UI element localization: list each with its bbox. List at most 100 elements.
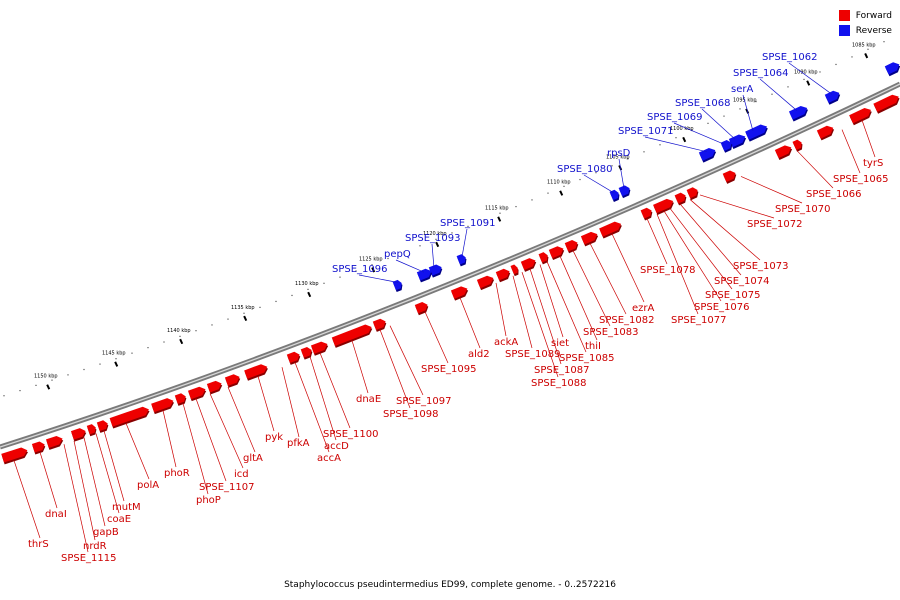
tick-dot — [51, 379, 53, 381]
leader-line — [13, 460, 41, 539]
reverse-gene-arrow — [609, 189, 620, 203]
reverse-gene-arrow — [745, 124, 768, 142]
tick-mark — [559, 190, 564, 196]
leader-line — [546, 261, 587, 353]
tick-label: 1115 kbp — [485, 206, 509, 212]
gene-label-acca: accA — [317, 453, 341, 464]
reverse-gene-arrow — [392, 279, 403, 293]
leader-line — [95, 433, 120, 514]
leader-line — [162, 410, 177, 468]
gene-label-sera: serA — [731, 84, 753, 95]
forward-gene-arrow — [816, 125, 835, 141]
tick-dot — [851, 56, 853, 58]
gene-label-nrdr: nrdR — [83, 541, 107, 552]
tick-dot — [3, 395, 5, 397]
forward-gene-arrow — [70, 428, 87, 442]
tick-dot — [371, 264, 373, 266]
gene-label-tyrs: tyrS — [863, 158, 883, 169]
tick-dot — [419, 245, 421, 247]
tick-dot — [739, 108, 741, 110]
gene-label-spse-1065: SPSE_1065 — [833, 174, 889, 185]
gene-label-spse-1096: SPSE_1096 — [332, 264, 388, 275]
tick-dot — [643, 151, 645, 153]
gene-label-siet: siet — [551, 338, 569, 349]
label-leaders — [13, 62, 876, 553]
tick-dot — [115, 358, 117, 360]
gene-label-pfka: pfkA — [287, 438, 310, 449]
tick-mark — [114, 361, 119, 367]
gene-label-spse-1072: SPSE_1072 — [747, 219, 803, 230]
leader-line — [539, 264, 564, 338]
leader-line — [495, 282, 507, 337]
leader-line — [209, 393, 244, 469]
leader-line — [559, 255, 598, 341]
leader-line — [618, 158, 625, 189]
tick-label: 1150 kbp — [34, 373, 58, 379]
leader-line — [182, 403, 209, 495]
leader-line — [103, 430, 125, 502]
leader-line — [73, 440, 96, 541]
forward-gene-arrow — [286, 351, 301, 365]
gene-label-dnae: dnaE — [356, 394, 381, 405]
tick-dot — [307, 288, 309, 291]
tick-label: 1130 kbp — [295, 281, 319, 287]
legend-reverse-label: Reverse — [855, 25, 892, 36]
leader-line — [257, 376, 275, 432]
gene-label-pola: polA — [137, 480, 159, 491]
leader-line — [294, 362, 330, 453]
tick-dot — [339, 276, 341, 278]
gene-label-spse-1070: SPSE_1070 — [775, 204, 831, 215]
gene-label-spse-1074: SPSE_1074 — [714, 276, 770, 287]
reverse-gene-arrow — [416, 268, 433, 283]
tick-dot — [451, 232, 453, 234]
forward-gene-arrow — [206, 380, 223, 395]
tick-dot — [707, 122, 709, 124]
leader-line — [395, 259, 425, 273]
gene-label-spse-1080: SPSE_1080 — [557, 164, 613, 175]
gene-label-spse-1097: SPSE_1097 — [396, 396, 452, 407]
tick-dot — [755, 100, 757, 103]
leader-line — [39, 451, 58, 509]
reverse-gene-arrow — [824, 90, 841, 105]
gene-label-ald2: ald2 — [468, 349, 490, 360]
forward-gene-arrow — [538, 252, 549, 265]
tick-label: 1145 kbp — [102, 351, 126, 357]
tick-dot — [627, 158, 629, 160]
leader-line — [512, 275, 533, 349]
tick-label: 1100 kbp — [670, 126, 694, 132]
tick-label: 1135 kbp — [231, 305, 255, 311]
leader-line — [701, 108, 736, 140]
leader-line — [461, 228, 468, 257]
tick-dot — [227, 318, 229, 320]
gene-labels: tyrS SPSE_1065 SPSE_1066 SPSE_1070 SPSE_1072… — [28, 52, 889, 564]
tick-dot — [211, 324, 213, 326]
forward-gene-arrow — [510, 264, 519, 277]
leader-line — [841, 129, 861, 174]
gene-label-pepq: pepQ — [384, 249, 411, 260]
tick-dot — [323, 282, 325, 284]
leader-line — [679, 203, 742, 276]
legend-forward: Forward — [838, 8, 892, 23]
tick-dot — [563, 185, 565, 187]
forward-gene-arrow — [331, 324, 373, 348]
leader-line — [227, 386, 256, 453]
leader-line — [669, 208, 733, 290]
leader-line — [521, 271, 559, 378]
tick-dot — [835, 63, 837, 66]
tick-dot — [147, 347, 149, 349]
gene-label-spse-1066: SPSE_1066 — [806, 189, 862, 200]
reverse-gene-arrow — [698, 148, 717, 163]
tick-dot — [867, 48, 869, 50]
leader-line — [125, 423, 150, 480]
forward-gene-arrow — [686, 187, 699, 201]
tick-dot — [595, 172, 597, 174]
forward-gene-arrow — [450, 286, 469, 301]
gene-label-thii: thiI — [585, 341, 601, 352]
forward-gene-arrow — [310, 341, 329, 356]
gene-label-spse-1083: SPSE_1083 — [583, 327, 639, 338]
gene-label-spse-1062: SPSE_1062 — [762, 52, 818, 63]
tick-dot — [579, 178, 581, 181]
forward-gene-arrow — [774, 145, 793, 160]
tick-dot — [723, 115, 725, 117]
tick-dot — [195, 330, 197, 332]
